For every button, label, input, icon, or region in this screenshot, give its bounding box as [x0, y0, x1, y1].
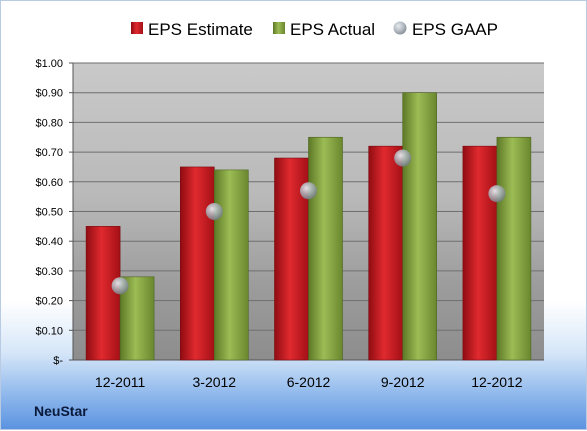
x-tick-label: 12-2011	[95, 374, 146, 390]
y-tick-label: $0.10	[35, 325, 63, 337]
bar-eps-estimate	[180, 166, 215, 361]
bar-eps-estimate	[85, 226, 121, 361]
legend-label-gaap: EPS GAAP	[412, 20, 498, 39]
bar-eps-actual	[496, 136, 532, 361]
bar-eps-estimate	[462, 145, 498, 361]
legend-label-actual: EPS Actual	[290, 20, 375, 39]
bar-eps-actual	[402, 92, 438, 361]
y-axis: $- $0.10 $0.20 $0.30 $0.40 $0.50 $0.60 $0.70 $0.…	[35, 58, 74, 367]
point-eps-gaap	[488, 185, 506, 203]
bar-eps-actual	[308, 136, 343, 361]
point-eps-gaap	[394, 149, 412, 167]
y-tick-label: $0.80	[35, 117, 63, 129]
bar-eps-actual	[214, 169, 249, 361]
legend-swatch-actual	[273, 22, 285, 34]
y-tick-label: $0.70	[35, 147, 63, 159]
bar-eps-estimate	[368, 145, 404, 361]
point-eps-gaap	[205, 203, 223, 220]
point-eps-gaap	[300, 182, 317, 200]
legend: EPS Estimate EPS Actual EPS GAAP	[131, 20, 498, 39]
y-tick-label: $0.30	[35, 266, 63, 278]
gaap-points	[111, 149, 506, 295]
x-tick-label: 9-2012	[381, 374, 425, 390]
x-axis: 12-2011 3-2012 6-2012 9-2012 12-2012	[73, 359, 544, 390]
x-tick-label: 12-2012	[471, 374, 523, 390]
y-tick-label: $0.60	[35, 177, 63, 189]
y-tick-label: $-	[53, 355, 63, 367]
point-eps-gaap	[111, 277, 129, 295]
bars	[85, 92, 532, 361]
y-tick-label: $0.40	[35, 236, 63, 248]
x-tick-label: 6-2012	[287, 374, 331, 390]
legend-label-estimate: EPS Estimate	[148, 20, 253, 39]
y-tick-label: $0.20	[35, 296, 63, 308]
company-label: NeuStar	[34, 403, 88, 419]
y-tick-label: $0.90	[35, 88, 63, 100]
y-tick-label: $1.00	[35, 58, 63, 70]
legend-swatch-estimate	[131, 22, 143, 34]
y-tick-label: $0.50	[35, 207, 63, 219]
x-tick-label: 3-2012	[193, 374, 237, 390]
legend-swatch-gaap	[393, 21, 407, 35]
